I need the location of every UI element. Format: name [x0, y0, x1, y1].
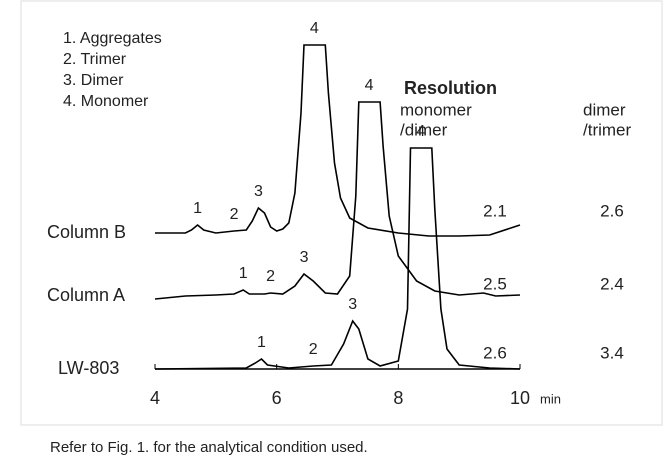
peak-label: 3	[348, 296, 357, 313]
trace	[155, 44, 521, 237]
series-label: Column A	[47, 285, 125, 305]
x-unit: min	[540, 391, 561, 406]
x-tick-label: 8	[393, 388, 403, 408]
series-label: LW-803	[58, 358, 119, 378]
resolution-value: 2.4	[600, 274, 624, 293]
x-tick-label: 4	[150, 388, 160, 408]
peak-label: 2	[309, 341, 318, 358]
frame	[20, 0, 663, 426]
peak-label: 4	[416, 123, 425, 140]
peak-label: 2	[266, 268, 275, 285]
peak-label: 3	[300, 249, 309, 266]
peak-label: 1	[257, 334, 266, 351]
peak-label: 1	[239, 265, 248, 282]
peak-label: 4	[365, 77, 374, 94]
legend-item: 4. Monomer	[63, 93, 149, 110]
trace	[154, 147, 521, 370]
legend-item: 3. Dimer	[63, 72, 124, 89]
footnote: Refer to Fig. 1. for the analytical cond…	[50, 439, 368, 456]
series-label: Column B	[47, 222, 126, 242]
resolution-value: 3.4	[600, 343, 624, 362]
resolution-header: /trimer	[583, 120, 632, 139]
peak-label: 3	[254, 183, 263, 200]
resolution-title: Resolution	[404, 78, 497, 98]
legend-item: 1. Aggregates	[63, 30, 162, 47]
resolution-header: dimer	[583, 100, 626, 119]
x-tick-label: 10	[510, 388, 530, 408]
resolution-value: 2.5	[483, 274, 507, 293]
resolution-value: 2.6	[600, 201, 624, 220]
resolution-value: 2.1	[483, 201, 507, 220]
resolution-value: 2.6	[483, 343, 507, 362]
peak-label: 1	[193, 200, 202, 217]
peak-label: 2	[230, 206, 239, 223]
resolution-header: monomer	[400, 100, 472, 119]
trace	[154, 101, 521, 300]
x-tick-label: 6	[272, 388, 282, 408]
legend-item: 2. Trimer	[63, 51, 127, 68]
resolution-header: /dimer	[400, 120, 448, 139]
peak-label: 4	[310, 20, 319, 37]
